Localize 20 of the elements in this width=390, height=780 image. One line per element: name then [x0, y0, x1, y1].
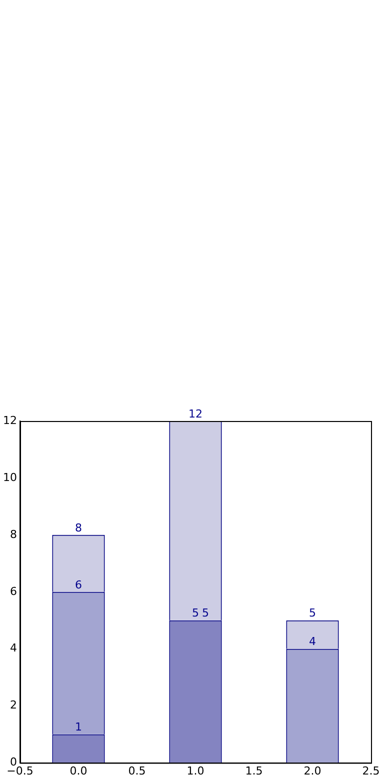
x-tick-label: 2.0: [304, 764, 322, 778]
annotation: 8: [75, 521, 82, 534]
x-tick-label: 1.5: [245, 764, 263, 778]
x-tick-label: 2.5: [362, 764, 380, 778]
y-tick-label: 6: [10, 584, 17, 598]
y-tick-label: 12: [2, 414, 17, 427]
y-tick-label: 10: [2, 470, 17, 484]
annotation: 5: [309, 606, 316, 620]
annotation: 6: [75, 578, 82, 592]
y-tick-label: 4: [10, 642, 17, 655]
annotation: 5: [202, 606, 209, 620]
annotation: 12: [188, 407, 202, 420]
annotation: 5: [192, 606, 199, 620]
annotation: 1: [75, 720, 82, 734]
x-tick-label: 1.0: [186, 764, 204, 778]
y-tick-label: 8: [10, 528, 17, 541]
x-tick-label: 0.0: [70, 764, 88, 778]
x-tick-label: 0.5: [128, 764, 146, 778]
y-tick-label: 2: [10, 698, 17, 712]
annotation: 4: [309, 635, 316, 648]
